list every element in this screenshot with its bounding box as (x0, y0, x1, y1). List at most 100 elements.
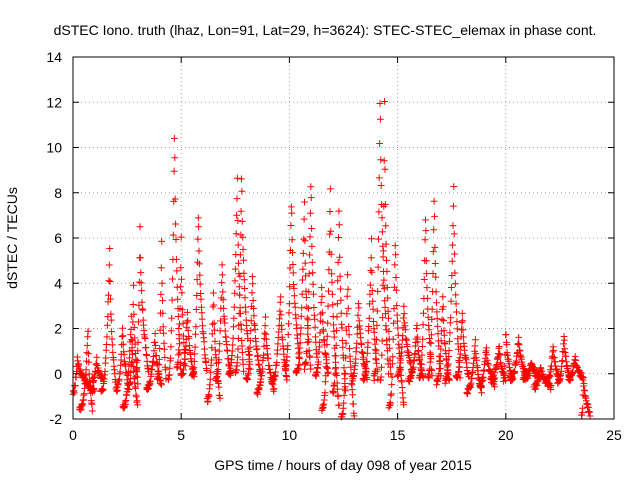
data-point (298, 290, 306, 298)
data-point (221, 319, 229, 327)
data-point (392, 251, 399, 259)
data-point (437, 352, 444, 360)
data-point (394, 331, 402, 339)
data-point (302, 272, 309, 280)
data-series (69, 98, 594, 421)
data-point (310, 290, 317, 298)
data-point (104, 321, 111, 329)
data-point (337, 285, 344, 293)
data-point (379, 253, 387, 261)
data-point (171, 154, 179, 162)
data-point (430, 226, 438, 234)
data-point (85, 358, 93, 366)
data-point (368, 287, 376, 294)
data-point (450, 230, 458, 238)
data-point (434, 323, 441, 330)
data-point (309, 280, 317, 288)
data-point (447, 297, 455, 305)
data-point (83, 349, 91, 356)
data-point (101, 368, 109, 375)
data-point (335, 234, 342, 241)
data-point (579, 404, 587, 412)
data-point (192, 306, 200, 313)
data-point (446, 329, 454, 337)
data-point (368, 235, 375, 243)
data-point (380, 285, 388, 293)
data-point (372, 355, 380, 363)
data-point (378, 337, 386, 345)
data-point (352, 355, 360, 363)
y-tick-label: 6 (54, 230, 62, 246)
data-point (444, 360, 452, 368)
data-point (456, 350, 464, 358)
data-point (428, 331, 435, 339)
data-point (365, 314, 373, 322)
data-point (370, 377, 378, 384)
data-point (178, 289, 186, 297)
data-point (107, 310, 115, 318)
data-point (316, 338, 324, 346)
y-tick-label: 12 (46, 94, 62, 110)
data-point (547, 382, 555, 389)
data-point (289, 269, 297, 277)
data-point (167, 327, 175, 335)
data-point (106, 278, 114, 285)
data-point (316, 329, 324, 337)
data-point (209, 320, 216, 328)
data-point (177, 283, 184, 291)
data-point (284, 342, 292, 350)
data-point (451, 269, 459, 277)
data-point (215, 383, 223, 391)
data-point (208, 344, 216, 352)
data-point (108, 335, 116, 343)
data-point (239, 233, 247, 241)
data-point (130, 324, 138, 331)
data-point (184, 327, 192, 334)
data-point (385, 328, 393, 335)
data-point (325, 287, 332, 295)
data-point (230, 303, 238, 311)
data-point (439, 303, 447, 311)
data-point (239, 349, 246, 356)
data-point (166, 371, 173, 379)
data-point (132, 358, 140, 366)
data-point (173, 256, 180, 263)
data-point (169, 275, 176, 283)
data-point (457, 343, 465, 351)
data-point (235, 310, 243, 317)
data-point (260, 351, 267, 359)
data-point (472, 336, 479, 344)
data-point (250, 305, 257, 312)
data-point (428, 305, 436, 313)
data-point (368, 268, 376, 276)
data-point (353, 330, 361, 338)
data-point (360, 353, 367, 361)
y-tick-label: 10 (46, 140, 62, 156)
data-point (246, 343, 254, 351)
data-point (178, 275, 185, 283)
data-point (196, 280, 204, 288)
data-point (355, 304, 363, 312)
data-point (134, 380, 142, 388)
data-point (193, 276, 201, 283)
data-point (211, 326, 218, 334)
data-point (118, 341, 126, 349)
data-point (129, 301, 137, 308)
data-point (105, 261, 113, 269)
data-point (389, 335, 397, 343)
data-point (167, 343, 175, 351)
x-tick-label: 5 (177, 427, 185, 443)
data-point (373, 322, 381, 329)
data-point (83, 342, 91, 349)
data-point (367, 267, 375, 274)
data-point (427, 339, 435, 347)
data-point (262, 313, 269, 321)
data-point (211, 338, 219, 345)
data-point (393, 311, 401, 319)
data-point (399, 332, 407, 340)
data-point (99, 386, 107, 393)
data-point (343, 292, 351, 300)
data-point (420, 309, 427, 317)
data-point (453, 318, 461, 325)
